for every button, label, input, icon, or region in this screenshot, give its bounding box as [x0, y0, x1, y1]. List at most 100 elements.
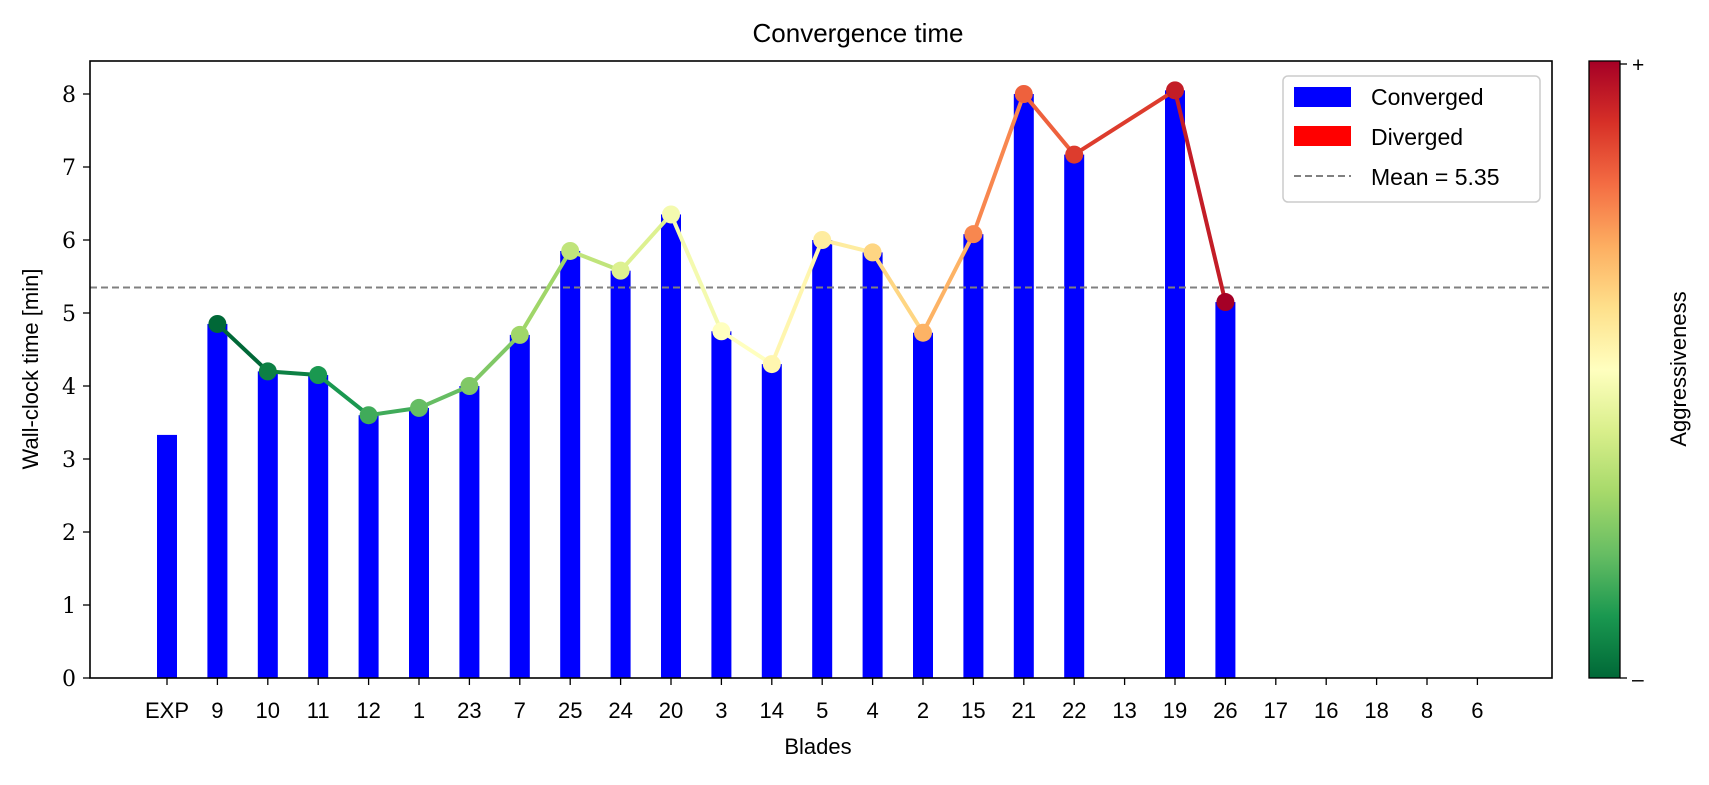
colorbar-label: Aggressiveness — [1666, 291, 1691, 446]
x-tick-label-23: 23 — [457, 698, 481, 723]
plot-frame — [89, 60, 1553, 679]
trend-point-21 — [1014, 85, 1033, 103]
trend-point-1 — [410, 398, 428, 417]
trend-segment-4-2 — [870, 250, 925, 335]
x-tick-label-4: 4 — [866, 698, 878, 723]
trend-point-22 — [1065, 145, 1084, 164]
x-tick-label-exp: EXP — [145, 698, 189, 723]
y-tick-label-1: 1 — [62, 594, 76, 619]
trend-point-20 — [662, 205, 680, 224]
trend-point-7 — [510, 325, 529, 344]
bar-21 — [1013, 94, 1034, 678]
x-tick-label-5: 5 — [816, 698, 828, 723]
trend-point-11 — [309, 366, 328, 385]
bar-11 — [308, 375, 329, 678]
trend-point-26 — [1216, 293, 1235, 312]
trend-segment-24-20 — [618, 212, 673, 273]
x-tick-label-22: 22 — [1062, 698, 1086, 723]
bar-23 — [459, 386, 480, 678]
x-tick-label-12: 12 — [356, 698, 380, 723]
trend-segment-11-12 — [316, 373, 371, 418]
y-axis-label: Wall-clock time [min] — [18, 269, 43, 470]
trend-point-12 — [359, 406, 378, 425]
trend-point-23 — [460, 377, 479, 395]
bar-12 — [358, 415, 379, 678]
y-tick-label-4: 4 — [62, 375, 76, 400]
trend-point-9 — [208, 314, 227, 333]
x-tick-label-24: 24 — [608, 698, 632, 723]
y-tick-label-7: 7 — [62, 156, 76, 181]
legend-label-diverged: Diverged — [1371, 124, 1463, 150]
trend-segment-23-7 — [467, 332, 522, 388]
x-axis-label: Blades — [784, 734, 851, 759]
x-tick-label-18: 18 — [1364, 698, 1388, 723]
y-tick-label-8: 8 — [62, 83, 76, 108]
trend-segment-9-10 — [215, 321, 270, 374]
x-tick-label-20: 20 — [659, 698, 683, 723]
trend-point-14 — [762, 355, 781, 374]
trend-point-3 — [712, 322, 731, 341]
legend-box — [1282, 75, 1541, 203]
x-tick-label-19: 19 — [1163, 698, 1187, 723]
trend-point-25 — [561, 241, 580, 260]
bars-layer — [157, 90, 1236, 679]
y-tick-label-3: 3 — [62, 448, 76, 473]
trend-point-10 — [258, 362, 277, 381]
x-tick-label-8: 8 — [1421, 698, 1433, 723]
legend-swatch-diverged — [1294, 126, 1351, 146]
x-tick-label-6: 6 — [1471, 698, 1483, 723]
bar-24 — [610, 270, 631, 678]
trend-point-24 — [611, 261, 630, 280]
bar-15 — [963, 234, 984, 678]
bar-2 — [913, 332, 933, 678]
trend-line-layer — [208, 81, 1235, 425]
trend-segment-20-3 — [669, 212, 724, 334]
bar-20 — [661, 214, 681, 678]
trend-segment-19-26 — [1173, 88, 1228, 305]
trend-segment-21-22 — [1021, 92, 1077, 157]
trend-segment-15-21 — [971, 92, 1026, 237]
bar-19 — [1165, 90, 1185, 679]
bar-22 — [1064, 154, 1085, 679]
x-axis: EXP 9 10 11 12 1 23 7 25 24 20 3 14 5 4 2 15 21 22 13 19 26 17… — [145, 678, 1484, 723]
x-tick-label-10: 10 — [256, 698, 280, 723]
x-tick-label-26: 26 — [1213, 698, 1237, 723]
bar-5 — [812, 240, 833, 678]
legend-swatch-converged — [1294, 87, 1351, 107]
bar-1 — [409, 407, 429, 678]
colorbar-bottom-label: – — [1632, 668, 1644, 691]
bar-25 — [560, 250, 581, 678]
x-tick-label-16: 16 — [1314, 698, 1338, 723]
trend-point-4 — [863, 243, 882, 262]
x-tick-label-25: 25 — [558, 698, 582, 723]
trend-segment-7-25 — [517, 248, 573, 337]
x-tick-label-7: 7 — [514, 698, 526, 723]
x-tick-label-15: 15 — [961, 698, 985, 723]
trend-segment-1-23 — [417, 384, 472, 410]
bar-10 — [257, 371, 278, 678]
x-tick-label-13: 13 — [1112, 698, 1136, 723]
legend-label-converged: Converged — [1371, 84, 1484, 110]
trend-point-19 — [1166, 81, 1184, 100]
bar-exp — [157, 434, 177, 678]
x-tick-label-17: 17 — [1264, 698, 1288, 723]
trend-segment-22-19 — [1072, 88, 1177, 157]
y-tick-label-2: 2 — [62, 521, 76, 546]
bar-4 — [862, 252, 883, 678]
colorbar-top-label: + — [1632, 54, 1644, 77]
trend-point-2 — [914, 323, 932, 342]
bar-14 — [761, 364, 782, 678]
bar-26 — [1215, 302, 1236, 678]
chart-title: Convergence time — [753, 18, 964, 48]
legend-label-mean: Mean = 5.35 — [1371, 164, 1500, 190]
trend-point-15 — [964, 225, 983, 244]
bar-3 — [711, 331, 732, 678]
trend-segment-2-15 — [921, 232, 976, 335]
y-tick-label-5: 5 — [62, 302, 76, 327]
y-tick-label-6: 6 — [62, 229, 76, 254]
bar-7 — [509, 334, 530, 678]
trend-segment-25-24 — [568, 248, 623, 273]
y-axis: 0 1 2 3 4 5 6 7 8 — [62, 83, 90, 692]
